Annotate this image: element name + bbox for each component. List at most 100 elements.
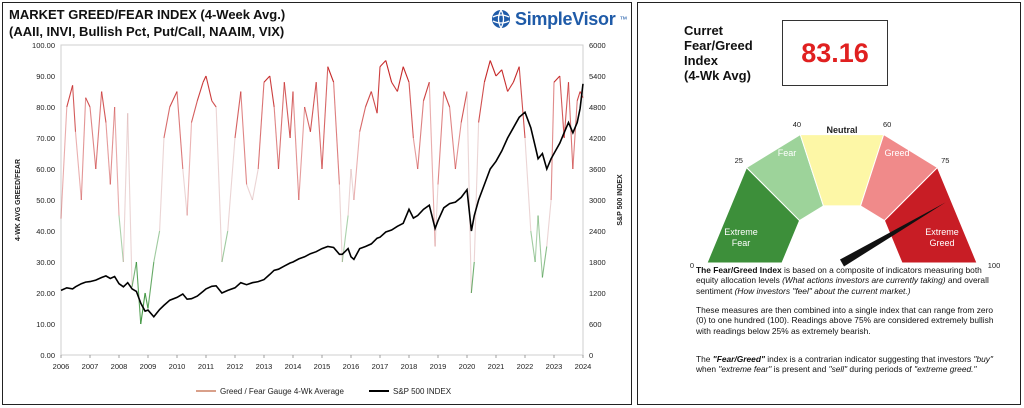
gauge-needle [839, 202, 946, 267]
greed-fear-series-segment [473, 122, 480, 263]
greed-fear-series-segment [186, 122, 193, 216]
desc-text: is based on a composite of indicators me… [696, 265, 982, 286]
globe-icon [492, 9, 510, 29]
y-right-tick-label: 4800 [589, 103, 606, 112]
greed-fear-series-segment [478, 82, 485, 123]
fear-greed-gauge: ExtremeFearFearNeutralGreedExtremeGreed0… [690, 120, 1001, 270]
greed-fear-series-segment [85, 97, 91, 108]
y-left-tick-label: 80.00 [36, 103, 55, 112]
greed-fear-series-segment [315, 82, 323, 170]
greed-fear-series-segment [501, 69, 509, 92]
greed-fear-series-segment [89, 106, 97, 170]
brand-name: SimpleVisor [515, 8, 616, 29]
desc-italic: "sell" [828, 364, 848, 375]
y-left-tick-label: 40.00 [36, 227, 55, 236]
brand-logo: SimpleVisor ™ [491, 8, 627, 30]
greed-fear-series-segment [507, 81, 514, 92]
greed-fear-series-segment [283, 82, 291, 139]
greed-fear-series-segment [379, 60, 387, 68]
greed-fear-series-segment [576, 91, 581, 101]
greed-fear-series-segment [190, 100, 198, 123]
y-left-tick-label: 90.00 [36, 72, 55, 81]
greed-fear-series-segment [460, 91, 468, 123]
greed-fear-series-segment [234, 91, 242, 139]
greed-fear-series-segment [537, 215, 543, 278]
gauge-segment-label: Neutral [826, 125, 857, 135]
greed-fear-series-segment [495, 69, 503, 77]
x-tick-label: 2007 [82, 362, 99, 371]
greed-fear-series-segment [202, 75, 207, 83]
index-label-line: Index [684, 53, 718, 68]
greed-fear-series-segment [327, 66, 335, 83]
desc-text: and overall sentiment [696, 275, 989, 296]
greed-fear-series-segment [159, 137, 165, 232]
gauge-segment-label: Greed [884, 148, 909, 158]
greed-fear-series-segment [95, 91, 103, 170]
greed-fear-series-segment [483, 60, 491, 83]
greed-fear-series-segment [347, 168, 352, 216]
greed-fear-series-segment [396, 66, 404, 92]
greed-fear-series-segment [240, 91, 248, 185]
greed-fear-series-segment [246, 184, 253, 201]
x-tick-label: 2019 [430, 362, 447, 371]
greed-fear-line-chart: 0.00 10.00 20.00 30.00 40.00 50.00 60.00 70.00 8… [15, 41, 624, 396]
greed-fear-series-segment [563, 82, 570, 139]
x-tick-label: 2024 [575, 362, 592, 371]
greed-fear-series-segment [428, 82, 436, 247]
gauge-tick-label: 60 [883, 120, 891, 129]
greed-fear-series-segment [144, 292, 149, 309]
greed-fear-series-segment [553, 75, 561, 83]
x-tick-label: 2008 [111, 362, 128, 371]
greed-fear-series-segment [257, 82, 265, 170]
x-tick-label: 2022 [517, 362, 534, 371]
greed-fear-series-segment [524, 137, 532, 232]
greed-fear-series-segment [269, 75, 275, 108]
y-right-tick-label: 3000 [589, 196, 606, 205]
greed-fear-series-segment [263, 75, 271, 83]
greed-fear-series-segment [205, 75, 213, 101]
greed-fear-series-segment [298, 106, 306, 201]
x-tick-label: 2015 [314, 362, 331, 371]
gauge-tick-label: 0 [690, 261, 694, 270]
x-tick-label: 2018 [401, 362, 418, 371]
chart-title: MARKET GREED/FEAR INDEX (4-Week Avg.) [9, 7, 286, 22]
greed-fear-series-segment [304, 106, 311, 132]
gauge-tick-label: 100 [988, 261, 1001, 270]
index-label-line: Curret [684, 23, 724, 38]
greed-fear-series-segment [321, 66, 329, 170]
index-label: Curret Fear/Greed Index (4-Wk Avg) [684, 23, 753, 83]
description-paragraph: The "Fear/Greed" index is a contrarian i… [696, 354, 996, 375]
x-tick-label: 2023 [546, 362, 563, 371]
legend-label-sp500: S&P 500 INDEX [393, 387, 452, 396]
y-right-tick-label: 3600 [589, 165, 606, 174]
x-tick-label: 2016 [343, 362, 360, 371]
greed-fear-series-segment [530, 230, 536, 263]
greed-fear-series-segment [370, 91, 378, 114]
y-left-tick-label: 50.00 [36, 196, 55, 205]
greed-fear-series-segment [338, 184, 343, 263]
y-left-tick-label: 10.00 [36, 320, 55, 329]
index-label-line: Fear/Greed [684, 38, 753, 53]
greed-fear-series-segment [443, 91, 451, 108]
greed-fear-series-segment [376, 66, 381, 114]
x-tick-label: 2014 [285, 362, 302, 371]
gauge-segment-label: Fear [732, 238, 751, 248]
y-left-tick-label: 70.00 [36, 134, 55, 143]
greed-fear-series-segment [277, 82, 285, 170]
greed-fear-series-segment [546, 199, 552, 247]
desc-text: The [696, 354, 713, 364]
y-left-axis-label: 4-WK AVG GREED/FEAR [15, 159, 22, 241]
greed-fear-series-segment [118, 215, 124, 263]
y-right-tick-label: 0 [589, 351, 593, 360]
greed-fear-series-segment [364, 91, 372, 108]
desc-bold-italic: "Fear/Greed" [712, 354, 765, 364]
desc-italic: "extreme fear" [718, 364, 772, 375]
brand-trademark: ™ [619, 14, 628, 24]
sp500-series-line [60, 83, 584, 319]
desc-italic: "buy" [973, 354, 993, 364]
greed-fear-series-segment [333, 82, 340, 185]
gauge-segment [883, 166, 978, 264]
x-tick-label: 2012 [227, 362, 244, 371]
greed-fear-series-segment [105, 122, 111, 185]
greed-fear-series-segment [182, 168, 188, 216]
